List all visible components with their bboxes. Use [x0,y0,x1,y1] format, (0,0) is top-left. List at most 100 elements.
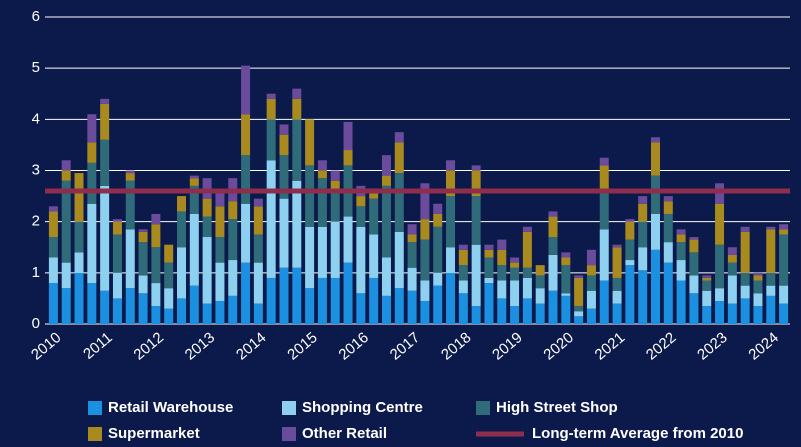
bar-segment [177,247,187,299]
bar-segment [740,231,750,273]
bar-segment [715,203,725,245]
bar-segment [202,237,212,304]
bar-segment [433,213,443,227]
x-tick-label: 2020 [540,329,576,363]
bar-segment [446,272,456,324]
bar-segment [727,247,737,255]
bar-segment [740,226,750,232]
bar-segment [663,242,673,263]
bar-segment [548,211,558,217]
bar-segment [292,119,302,181]
bar-segment [356,293,366,324]
x-tick-label: 2011 [80,329,116,363]
bar-segment [433,203,443,214]
bar-segment [279,267,289,324]
bar-segment [305,165,315,227]
bar-segment [164,308,174,324]
bar-segment [369,277,379,324]
x-tick-label: 2010 [28,329,64,363]
bar-segment [279,124,289,135]
bar-segment [689,293,699,324]
bar-segment [638,203,648,222]
bar-segment [586,265,596,276]
bar-segment [446,160,456,171]
bar-segment [663,196,673,202]
x-tick-label: 2024 [745,329,781,363]
bar-segment [625,239,635,261]
bar-segment [740,285,750,299]
y-tick-label: 4 [32,110,40,127]
bar-segment [715,244,725,289]
bar-segment [356,206,366,227]
bar-segment [433,226,443,273]
x-tick-label: 2019 [489,329,525,363]
bar-segment [471,244,481,307]
bar-segment [689,252,699,276]
bar-segment [189,175,199,179]
bar-segment [305,119,315,166]
y-tick-label: 1 [32,264,40,281]
bar-segment [177,211,187,248]
bar-segment [125,180,135,230]
bar-segment [586,275,596,291]
y-tick-label: 5 [32,59,40,76]
bar-segment [676,280,686,324]
bar-segment [740,272,750,286]
bar-segment [138,229,148,232]
bar-segment [702,275,712,278]
bar-segment [625,260,635,266]
y-tick-label: 0 [32,315,40,332]
bar-segment [535,288,545,304]
bar-segment [535,265,545,276]
bar-segment [702,306,712,324]
bar-segment [599,280,609,324]
bar-segment [61,288,71,324]
bar-segment [266,93,276,99]
legend-swatch [282,427,296,441]
bar-segment [305,226,315,289]
bar-segment [292,180,302,268]
bar-segment [138,242,148,276]
bar-segment [100,98,110,104]
bar-segment [177,298,187,324]
bar-segment [202,216,212,238]
bar-segment [266,119,276,161]
bar-segment [586,290,596,309]
bar-segment [663,213,673,243]
bar-segment [740,298,750,324]
bar-segment [253,262,263,304]
bar-segment [574,311,584,317]
bar-segment [317,178,327,227]
bar-segment [369,198,379,235]
bar-segment [279,134,289,156]
bar-segment [151,247,161,284]
bar-segment [138,231,148,243]
bar-segment [202,178,212,199]
bar-segment [612,247,622,278]
bar-segment [381,155,391,176]
bar-segment [638,196,648,204]
bar-segment [650,137,660,143]
bar-segment [715,300,725,324]
bar-segment [100,185,110,291]
bar-segment [48,211,58,238]
bar-segment [317,277,327,324]
bar-segment [548,254,558,291]
y-tick-label: 2 [32,213,40,230]
bar-segment [548,216,558,238]
bar-segment [727,275,737,304]
bar-segment [727,254,737,263]
bar-segment [87,203,97,284]
bar-segment [100,290,110,324]
bar-segment [48,257,58,284]
bar-segment [779,303,789,324]
bar-segment [305,288,315,324]
bar-segment [650,213,660,250]
bar-segment [394,132,404,143]
bar-segment [574,275,584,278]
bar-segment [292,267,302,324]
bar-segment [420,300,430,324]
bar-segment [625,219,635,222]
bar-segment [87,283,97,324]
